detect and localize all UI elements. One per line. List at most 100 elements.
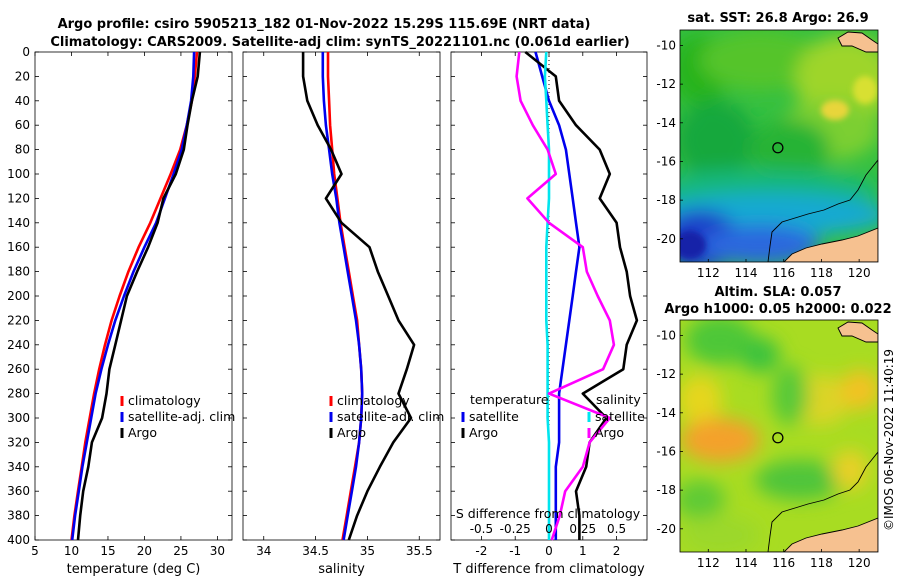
depth-tick-label: 160 bbox=[7, 240, 30, 254]
map-y-tick-label: -10 bbox=[656, 38, 676, 52]
x-tick-label: 20 bbox=[137, 544, 152, 558]
temp-satellite-diff-line bbox=[534, 51, 581, 540]
map-x-tick-label: 118 bbox=[810, 556, 833, 570]
legend-label: climatology bbox=[128, 393, 201, 408]
x-tick-label: 1 bbox=[579, 544, 587, 558]
legend-label: Argo bbox=[595, 425, 624, 440]
depth-tick-label: 120 bbox=[7, 191, 30, 205]
map-x-tick-label: 116 bbox=[772, 556, 795, 570]
argo-position-marker bbox=[772, 142, 784, 154]
x-tick-label: 2 bbox=[613, 544, 621, 558]
depth-tick-label: 20 bbox=[15, 69, 30, 83]
depth-tick-label: 80 bbox=[15, 143, 30, 157]
title-line-2: Climatology: CARS2009. Satellite-adj cli… bbox=[50, 35, 629, 50]
x-tick-label: 0 bbox=[545, 544, 553, 558]
imos-watermark: ©IMOS 06-Nov-2022 11:40:19 bbox=[882, 349, 896, 531]
inner-s-tick-label: 0.5 bbox=[607, 522, 626, 536]
series-line-1 bbox=[321, 52, 364, 541]
depth-tick-label: 320 bbox=[7, 435, 30, 449]
map-x-tick-label: 112 bbox=[697, 556, 720, 570]
inner-s-tick-label: 0.25 bbox=[569, 522, 596, 536]
x-tick-label: -1 bbox=[509, 544, 521, 558]
temp-argo-diff-line bbox=[524, 50, 639, 540]
depth-tick-label: 100 bbox=[7, 167, 30, 181]
x-tick-label: 34.5 bbox=[302, 544, 329, 558]
legend-label: Argo bbox=[337, 425, 366, 440]
depth-tick-label: 200 bbox=[7, 289, 30, 303]
x-axis-label: salinity bbox=[318, 562, 365, 577]
x-tick-label: -2 bbox=[475, 544, 487, 558]
depth-tick-label: 380 bbox=[7, 509, 30, 523]
sst-map-title: sat. SST: 26.8 Argo: 26.9 bbox=[687, 11, 868, 26]
depth-tick-label: 260 bbox=[7, 362, 30, 376]
depth-tick-label: 280 bbox=[7, 387, 30, 401]
argo-position-marker bbox=[772, 432, 784, 444]
series-line-2 bbox=[76, 51, 202, 541]
map-y-tick-label: -10 bbox=[656, 328, 676, 342]
inner-s-tick-label: -0.5 bbox=[470, 522, 493, 536]
x-tick-label: 5 bbox=[31, 544, 39, 558]
map-y-tick-label: -12 bbox=[656, 367, 676, 381]
map-y-tick-label: -20 bbox=[656, 522, 676, 536]
difference-panel: -2 -1 0 1 2 T difference from climatology temp… bbox=[450, 50, 648, 577]
legend-salinity-title: salinity bbox=[596, 392, 641, 407]
map-y-tick-label: -18 bbox=[656, 193, 676, 207]
map-y-tick-label: -20 bbox=[656, 232, 676, 246]
depth-tick-label: 240 bbox=[7, 338, 30, 352]
map-y-tick-label: -18 bbox=[656, 483, 676, 497]
depth-tick-label: 400 bbox=[7, 533, 30, 547]
legend-label: Argo bbox=[128, 425, 157, 440]
depth-tick-label: 140 bbox=[7, 216, 30, 230]
axes-box bbox=[242, 51, 441, 541]
legend-label: satellite bbox=[469, 409, 519, 424]
inner-s-tick-label: -0.25 bbox=[500, 522, 531, 536]
sst-map bbox=[680, 30, 878, 262]
x-axis-label: temperature (deg C) bbox=[67, 562, 201, 577]
title-line-1: Argo profile: csiro 5905213_182 01-Nov-2… bbox=[58, 17, 591, 32]
depth-tick-label: 40 bbox=[15, 94, 30, 108]
map-x-tick-label: 116 bbox=[772, 266, 795, 280]
depth-tick-label: 300 bbox=[7, 411, 30, 425]
sal-argo-diff-line bbox=[515, 51, 616, 541]
depth-tick-label: 220 bbox=[7, 313, 30, 327]
temperature-panel: 5 10 15 20 25 3002040608010012014016018020022… bbox=[7, 45, 235, 577]
inner-s-axis-label: S difference from climatology bbox=[456, 506, 641, 521]
sla-map-title-line-1: Altim. SLA: 0.057 bbox=[715, 285, 842, 300]
x-tick-label: 35 bbox=[360, 544, 375, 558]
depth-tick-label: 360 bbox=[7, 484, 30, 498]
depth-tick-label: 180 bbox=[7, 265, 30, 279]
inner-s-tick-label: 0 bbox=[545, 522, 553, 536]
x-tick-label: 34 bbox=[256, 544, 271, 558]
legend-temperature-title: temperature bbox=[470, 392, 549, 407]
legend-label: climatology bbox=[337, 393, 410, 408]
sla-map-title-line-2: Argo h1000: 0.05 h2000: 0.022 bbox=[664, 302, 891, 317]
depth-tick-label: 0 bbox=[22, 45, 30, 59]
x-axis-label: T difference from climatology bbox=[452, 562, 645, 577]
legend-label: satellite-adj. clim bbox=[337, 409, 444, 424]
legend-label: satellite bbox=[595, 409, 645, 424]
x-tick-label: 25 bbox=[173, 544, 188, 558]
axes-box bbox=[34, 51, 233, 541]
map-x-tick-label: 114 bbox=[735, 266, 758, 280]
sla-map bbox=[680, 320, 878, 552]
x-tick-label: 10 bbox=[64, 544, 79, 558]
map-y-tick-label: -14 bbox=[656, 406, 676, 420]
map-y-tick-label: -14 bbox=[656, 116, 676, 130]
map-x-tick-label: 120 bbox=[848, 556, 871, 570]
legend-label: satellite-adj. clim bbox=[128, 409, 235, 424]
map-y-tick-label: -16 bbox=[656, 444, 676, 458]
map-y-tick-label: -12 bbox=[656, 77, 676, 91]
map-x-tick-label: 112 bbox=[697, 266, 720, 280]
map-x-tick-label: 114 bbox=[735, 556, 758, 570]
x-tick-label: 30 bbox=[210, 544, 225, 558]
series-line-2 bbox=[301, 52, 416, 541]
legend-label: Argo bbox=[469, 425, 498, 440]
x-tick-label: 15 bbox=[100, 544, 115, 558]
map-y-tick-label: -16 bbox=[656, 154, 676, 168]
depth-tick-label: 60 bbox=[15, 118, 30, 132]
sal-satellite-diff-line bbox=[543, 51, 551, 540]
salinity-panel: 34 34.5 35 35.5 salinity climatologysatellite… bbox=[242, 51, 444, 577]
map-x-tick-label: 120 bbox=[848, 266, 871, 280]
depth-tick-label: 340 bbox=[7, 460, 30, 474]
